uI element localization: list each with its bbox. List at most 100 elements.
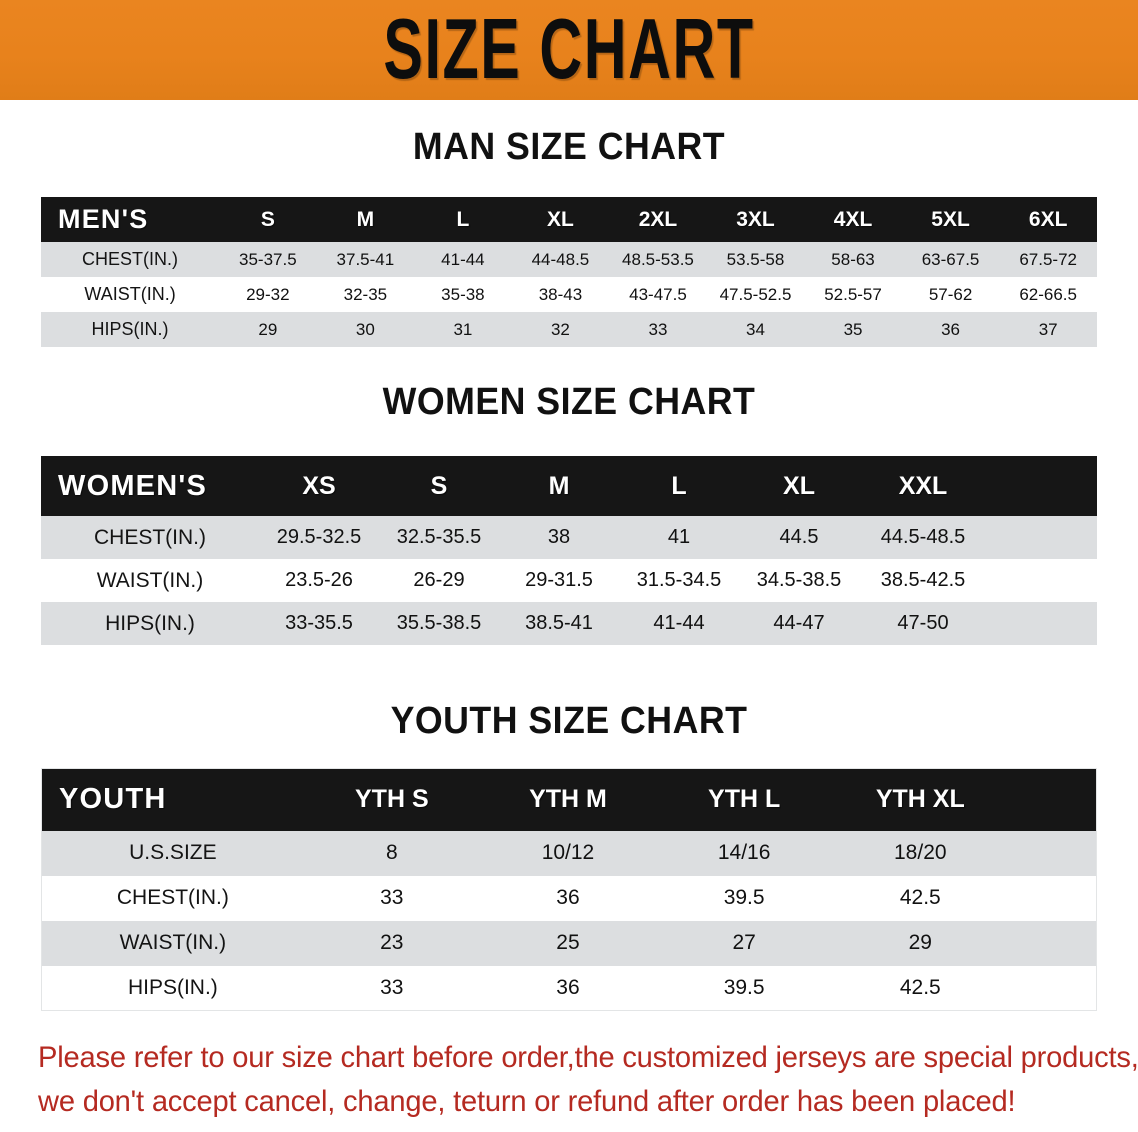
table-row: WAIST(IN.) 29-32 32-35 35-38 38-43 43-47… (41, 277, 1097, 312)
table-row: CHEST(IN.) 33 36 39.5 42.5 (41, 875, 1097, 921)
men-cell-2-8: 37 (1038, 319, 1058, 339)
youth-col-header-0: YTH S (355, 785, 429, 814)
youth-cell-2-2: 27 (732, 931, 756, 954)
men-cell-0-8: 67.5-72 (1019, 249, 1077, 269)
men-cell-2-7: 36 (941, 319, 961, 339)
men-cell-0-6: 58-63 (831, 249, 875, 269)
men-col-header-0: S (260, 207, 275, 231)
women-cell-2-2: 38.5-41 (525, 612, 593, 634)
women-corner-label: WOMEN'S (58, 469, 208, 502)
youth-col-header-1: YTH M (529, 785, 607, 814)
women-cell-2-3: 41-44 (653, 612, 705, 634)
women-size-table: WOMEN'S XS S M L XL XXL CHEST(IN.) 29.5-… (41, 456, 1097, 645)
women-cell-1-4: 34.5-38.5 (756, 569, 842, 591)
men-table-header-row: MEN'S S M L XL 2XL 3XL 4XL 5XL 6XL (41, 197, 1097, 242)
women-cell-0-2: 38 (547, 526, 571, 548)
women-row-label-0: CHEST(IN.) (94, 525, 206, 549)
men-cell-2-5: 34 (746, 319, 765, 339)
men-cell-1-6: 52.5-57 (824, 284, 882, 304)
women-cell-0-6 (987, 516, 1097, 559)
women-cell-2-6 (987, 602, 1097, 645)
men-row-label-1: WAIST(IN.) (84, 284, 176, 304)
page-banner: SIZE CHART (0, 0, 1138, 100)
youth-cell-3-0: 33 (380, 975, 404, 999)
banner-title: SIZE CHART (383, 1, 755, 98)
women-row-label-2: HIPS(IN.) (105, 611, 195, 635)
youth-cell-0-2: 14/16 (717, 841, 771, 864)
women-cell-2-0: 33-35.5 (285, 612, 353, 634)
men-col-header-6: 4XL (833, 207, 873, 231)
men-col-header-7: 5XL (931, 207, 970, 231)
youth-cell-1-2: 39.5 (723, 886, 765, 909)
youth-cell-1-4 (1008, 876, 1096, 921)
men-col-header-8: 6XL (1028, 207, 1068, 231)
women-col-header-3: L (671, 471, 687, 500)
youth-cell-2-1: 25 (556, 931, 580, 954)
women-cell-0-3: 41 (667, 526, 691, 548)
table-row: CHEST(IN.) 35-37.5 37.5-41 41-44 44-48.5… (41, 242, 1097, 277)
men-cell-0-0: 35-37.5 (239, 249, 297, 269)
women-row-label-1: WAIST(IN.) (96, 568, 204, 592)
men-cell-1-1: 32-35 (343, 284, 388, 304)
men-size-table: MEN'S S M L XL 2XL 3XL 4XL 5XL 6XL CHEST… (41, 197, 1097, 347)
men-corner-label: MEN'S (58, 204, 149, 234)
disclaimer-line-1: Please refer to our size chart before or… (38, 1041, 1138, 1074)
youth-section-title: YOUTH SIZE CHART (390, 700, 748, 742)
youth-row-label-2: WAIST(IN.) (119, 931, 227, 954)
women-cell-0-4: 44.5 (779, 526, 819, 548)
men-row-label-0: CHEST(IN.) (82, 249, 179, 269)
men-cell-2-6: 35 (843, 319, 863, 339)
youth-cell-2-3: 29 (908, 931, 932, 954)
women-col-header-6 (987, 456, 1097, 516)
youth-cell-0-1: 10/12 (541, 841, 595, 864)
man-section-title: MAN SIZE CHART (412, 126, 726, 168)
men-cell-0-7: 63-67.5 (921, 249, 980, 269)
men-col-header-5: 3XL (736, 207, 775, 231)
youth-col-header-3: YTH XL (875, 785, 965, 814)
youth-cell-3-4 (1008, 966, 1096, 1011)
women-cell-1-3: 31.5-34.5 (636, 569, 722, 591)
youth-row-label-0: U.S.SIZE (129, 841, 217, 864)
men-col-header-2: L (456, 207, 470, 231)
youth-row-label-1: CHEST(IN.) (116, 886, 229, 909)
table-row: HIPS(IN.) 33 36 39.5 42.5 (41, 965, 1097, 1011)
women-cell-1-1: 26-29 (413, 569, 465, 591)
table-row: CHEST(IN.) 29.5-32.5 32.5-35.5 38 41 44.… (41, 516, 1097, 559)
youth-col-header-2: YTH L (708, 785, 781, 814)
men-cell-1-2: 35-38 (441, 284, 485, 304)
table-row: U.S.SIZE 8 10/12 14/16 18/20 (41, 830, 1097, 876)
men-row-label-2: HIPS(IN.) (91, 319, 169, 339)
men-cell-2-4: 33 (648, 319, 668, 339)
men-cell-0-4: 48.5-53.5 (622, 249, 694, 269)
women-cell-2-5: 47-50 (897, 612, 949, 634)
disclaimer-line-2: we don't accept cancel, change, teturn o… (38, 1084, 1016, 1118)
men-cell-2-2: 31 (453, 319, 473, 339)
youth-cell-2-4 (1008, 921, 1096, 966)
men-cell-1-7: 57-62 (928, 284, 973, 304)
table-row: HIPS(IN.) 29 30 31 32 33 34 35 36 37 (41, 312, 1097, 347)
men-col-header-3: XL (547, 207, 574, 231)
men-cell-1-4: 43-47.5 (629, 284, 687, 304)
youth-row-label-3: HIPS(IN.) (127, 975, 218, 999)
women-cell-0-0: 29.5-32.5 (276, 526, 362, 548)
women-cell-2-4: 44-47 (773, 612, 825, 634)
women-col-header-5: XXL (898, 471, 948, 500)
table-row: WAIST(IN.) 23.5-26 26-29 29-31.5 31.5-34… (41, 559, 1097, 602)
women-cell-2-1: 35.5-38.5 (396, 612, 482, 634)
youth-size-table: YOUTH YTH S YTH M YTH L YTH XL U.S.SIZE … (41, 768, 1097, 1011)
men-cell-1-3: 38-43 (538, 284, 583, 304)
women-col-header-1: S (430, 471, 448, 500)
women-cell-1-6 (987, 559, 1097, 602)
youth-cell-0-0: 8 (385, 841, 398, 864)
women-col-header-2: M (548, 471, 570, 500)
youth-cell-0-3: 18/20 (894, 841, 947, 864)
youth-corner-label: YOUTH (59, 783, 167, 816)
men-cell-2-1: 30 (355, 319, 375, 339)
men-cell-0-5: 53.5-58 (726, 249, 785, 269)
men-cell-0-3: 44-48.5 (531, 249, 590, 269)
youth-cell-1-1: 36 (556, 886, 580, 909)
youth-cell-3-1: 36 (556, 975, 580, 999)
men-cell-1-0: 29-32 (246, 284, 290, 304)
women-cell-1-0: 23.5-26 (285, 569, 353, 591)
